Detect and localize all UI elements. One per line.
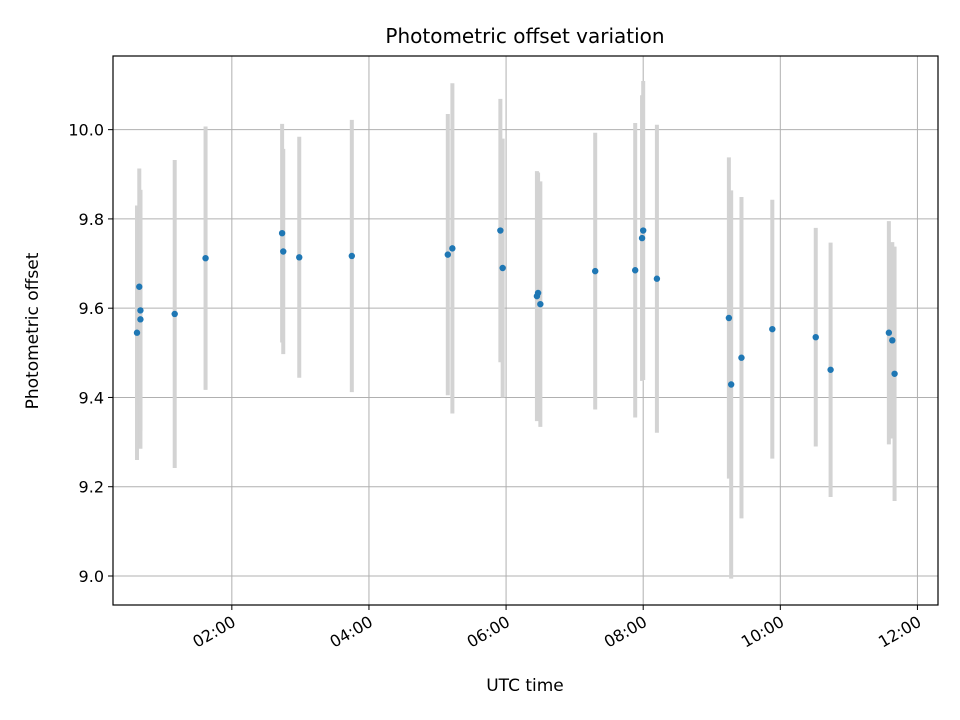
data-point (497, 227, 504, 234)
data-point (137, 307, 144, 314)
data-point (727, 381, 735, 388)
data-point (891, 370, 898, 377)
data-point (449, 245, 456, 252)
data-point (639, 227, 647, 234)
data-point (631, 267, 639, 274)
plot-area (112, 55, 939, 606)
data-point (278, 229, 286, 237)
data-point (725, 314, 733, 322)
data-point (280, 248, 287, 255)
data-point (592, 267, 599, 275)
chart-title: Photometric offset variation (385, 24, 664, 48)
data-point (638, 234, 646, 242)
y-tick-label: 10.0 (68, 121, 104, 140)
data-point (137, 316, 144, 323)
data-point (499, 264, 506, 272)
data-point (133, 329, 141, 336)
y-tick-label: 9.6 (79, 299, 104, 318)
y-tick-label: 9.0 (79, 567, 104, 586)
data-point (653, 275, 661, 282)
y-tick-label: 9.8 (79, 210, 104, 229)
data-point (296, 254, 303, 261)
data-point (537, 300, 544, 308)
data-point (812, 333, 819, 341)
data-point (738, 354, 745, 361)
x-axis-label: UTC time (486, 676, 564, 696)
data-points (133, 227, 898, 388)
data-point (136, 283, 143, 290)
y-tick-label: 9.2 (79, 478, 104, 497)
data-point (444, 251, 451, 258)
data-point (534, 289, 542, 297)
data-point (889, 337, 896, 344)
y-axis-label: Photometric offset (23, 252, 43, 409)
data-point (885, 329, 893, 336)
data-point (171, 310, 178, 318)
grid (113, 56, 938, 605)
data-point (827, 366, 834, 373)
y-tick-label: 9.4 (79, 388, 104, 407)
data-point (769, 325, 776, 333)
data-point (202, 254, 209, 262)
y-axis: 9.0 9.2 9.4 9.6 9.8 10.0 (68, 121, 113, 586)
data-point (348, 252, 356, 260)
